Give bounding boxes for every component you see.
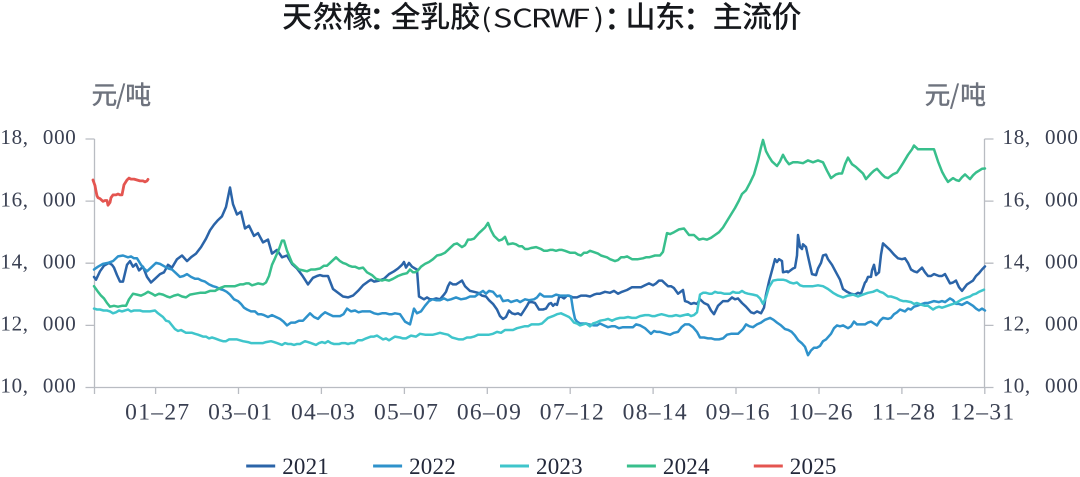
- svg-text:10, 000: 10, 000: [0, 374, 76, 398]
- svg-text:03–01: 03–01: [208, 399, 273, 425]
- svg-text:10, 000: 10, 000: [1003, 374, 1079, 398]
- svg-text:06–09: 06–09: [457, 399, 522, 425]
- svg-text:12, 000: 12, 000: [0, 312, 76, 336]
- svg-text:05–07: 05–07: [374, 399, 439, 425]
- svg-text:01–27: 01–27: [125, 399, 190, 425]
- svg-text:2025: 2025: [790, 454, 837, 477]
- svg-text:18, 000: 18, 000: [0, 125, 76, 149]
- svg-text:2023: 2023: [536, 454, 583, 477]
- svg-text:07–12: 07–12: [540, 399, 605, 425]
- svg-text:2021: 2021: [282, 454, 329, 477]
- svg-text:14, 000: 14, 000: [1003, 249, 1079, 273]
- svg-text:16, 000: 16, 000: [0, 187, 76, 211]
- svg-text:09–16: 09–16: [706, 399, 771, 425]
- svg-text:11–28: 11–28: [872, 399, 936, 425]
- svg-text:2024: 2024: [663, 454, 710, 477]
- svg-text:2022: 2022: [409, 454, 456, 477]
- svg-text:12–31: 12–31: [950, 399, 1015, 425]
- svg-text:10–26: 10–26: [789, 399, 854, 425]
- svg-text:04–03: 04–03: [291, 399, 356, 425]
- svg-text:14, 000: 14, 000: [0, 249, 76, 273]
- svg-text:18, 000: 18, 000: [1003, 125, 1079, 149]
- svg-text:08–14: 08–14: [623, 399, 688, 425]
- svg-text:16, 000: 16, 000: [1003, 187, 1079, 211]
- svg-text:12, 000: 12, 000: [1003, 312, 1079, 336]
